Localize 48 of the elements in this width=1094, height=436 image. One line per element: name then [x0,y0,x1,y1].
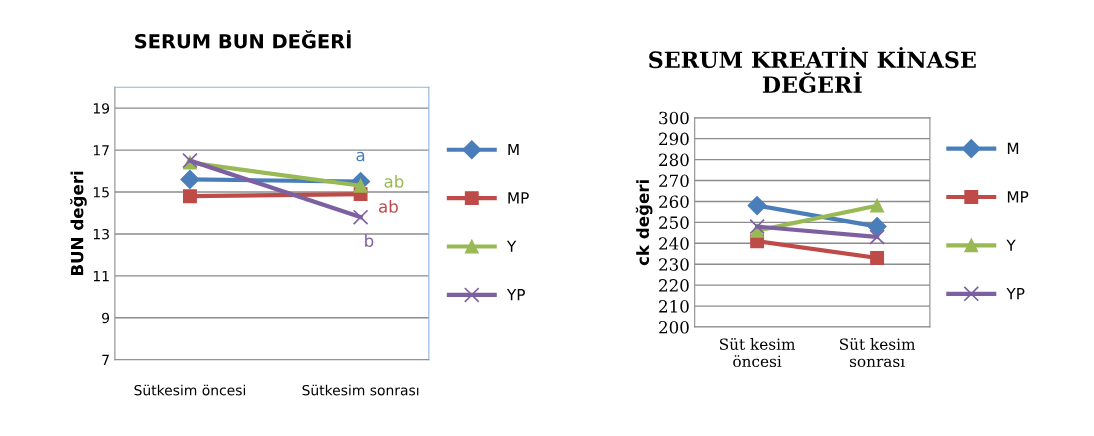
point [353,178,368,193]
y-tick-label: 220 [659,279,689,292]
legend-label: M [508,143,519,156]
y-tick-label: 280 [659,153,689,167]
legend-label: Y [1006,239,1016,251]
annotation: ab [378,199,398,213]
y-tick-label: 7 [102,354,109,365]
point [749,218,765,235]
legend-label: Y [506,240,517,252]
legend-label: MP [508,192,529,204]
y-tick-label: 240 [659,237,689,250]
y-axis-title: BUN değeri [70,171,87,276]
y-tick-label: 15 [93,187,109,198]
y-tick-label: 17 [93,145,109,156]
x-tick-label: Süt kesim öncesi [719,338,796,368]
y-tick-label: 290 [659,132,689,146]
chart-title: SERUM BUN DEĞERİ [135,30,351,49]
legend-label: YP [506,289,525,301]
y-tick-label: 230 [659,258,689,271]
legend-label: M [1007,142,1019,154]
y-axis-title: ck değeri [635,180,653,266]
y-tick-label: 11 [93,271,109,282]
y-tick-label: 270 [659,174,689,188]
point [183,189,197,204]
legend-label: YP [1006,288,1025,300]
chart-title: SERUM KREATİN KİNASE DEĞERİ [649,47,976,94]
point [747,196,767,216]
y-tick-label: 9 [102,312,110,324]
legend-label: MP [1007,191,1029,203]
x-tick-label: Sütkesim sonrası [302,384,419,396]
x-tick-label: Sütkesim öncesi [134,384,246,396]
y-tick-label: 19 [93,103,110,114]
y-tick-label: 260 [659,195,689,208]
point [870,198,885,213]
x-tick-label: Süt kesim sonrası [839,338,916,368]
annotation: a [356,151,365,162]
point [870,250,885,265]
annotation: b [365,234,374,247]
y-tick-label: 200 [659,320,689,334]
y-tick-label: 250 [659,216,689,229]
y-tick-label: 300 [659,111,689,125]
y-tick-label: 210 [659,300,689,313]
point [869,229,885,245]
point [352,209,369,225]
y-tick-label: 13 [93,228,109,240]
point [180,169,200,189]
point [867,217,887,237]
annotation: ab [384,174,404,188]
